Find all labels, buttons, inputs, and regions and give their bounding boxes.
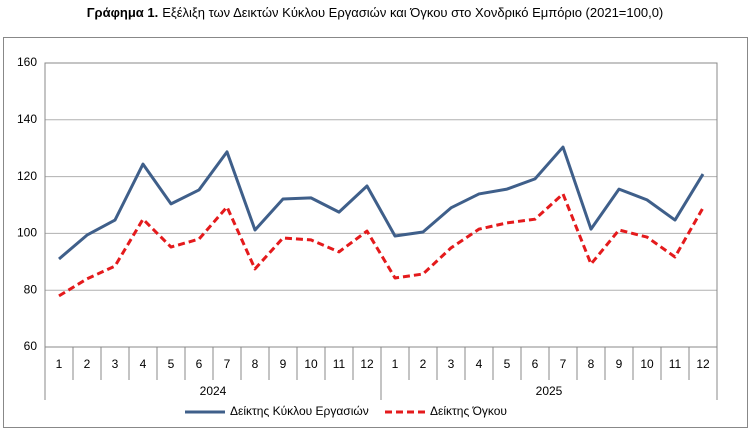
x-tick-label: 3 [112,357,119,371]
x-tick-label: 7 [560,357,567,371]
title-text: Εξέλιξη των Δεικτών Κύκλου Εργασιών και … [162,5,663,20]
chart-title: Γράφημα 1. Εξέλιξη των Δεικτών Κύκλου Εργ… [87,5,664,20]
x-tick-label: 5 [504,357,511,371]
x-tick-label: 10 [640,357,654,371]
x-group-label: 2024 [200,384,227,398]
x-tick-label: 2 [420,357,427,371]
y-tick-label: 160 [17,55,37,69]
title-label: Γράφημα 1. [87,5,159,20]
x-tick-label: 5 [168,357,175,371]
x-tick-label: 2 [84,357,91,371]
legend-label: Δείκτης Κύκλου Εργασιών [230,404,369,418]
x-tick-label: 1 [56,357,63,371]
x-group-label: 2025 [536,384,563,398]
y-tick-label: 100 [17,226,37,240]
x-tick-label: 6 [196,357,203,371]
x-tick-label: 11 [333,357,346,371]
x-tick-label: 8 [252,357,259,371]
x-tick-label: 11 [669,357,682,371]
x-tick-label: 3 [448,357,455,371]
chart-border [3,37,748,428]
x-tick-label: 9 [616,357,623,371]
plot-border [44,62,718,348]
series-line [58,145,705,261]
y-tick-label: 80 [24,282,38,296]
x-tick-label: 4 [476,357,483,371]
x-tick-label: 7 [224,357,231,371]
legend-label: Δείκτης Όγκου [430,404,507,418]
x-tick-label: 8 [588,357,595,371]
x-tick-label: 6 [532,357,539,371]
x-tick-label: 9 [280,357,287,371]
x-tick-label: 12 [696,357,710,371]
x-tick-label: 1 [392,357,399,371]
y-tick-label: 120 [17,169,37,183]
x-tick-label: 4 [140,357,147,371]
series-line [58,192,705,298]
x-tick-label: 10 [304,357,318,371]
y-tick-label: 60 [24,339,38,353]
x-tick-label: 12 [360,357,374,371]
y-tick-label: 140 [17,112,37,126]
